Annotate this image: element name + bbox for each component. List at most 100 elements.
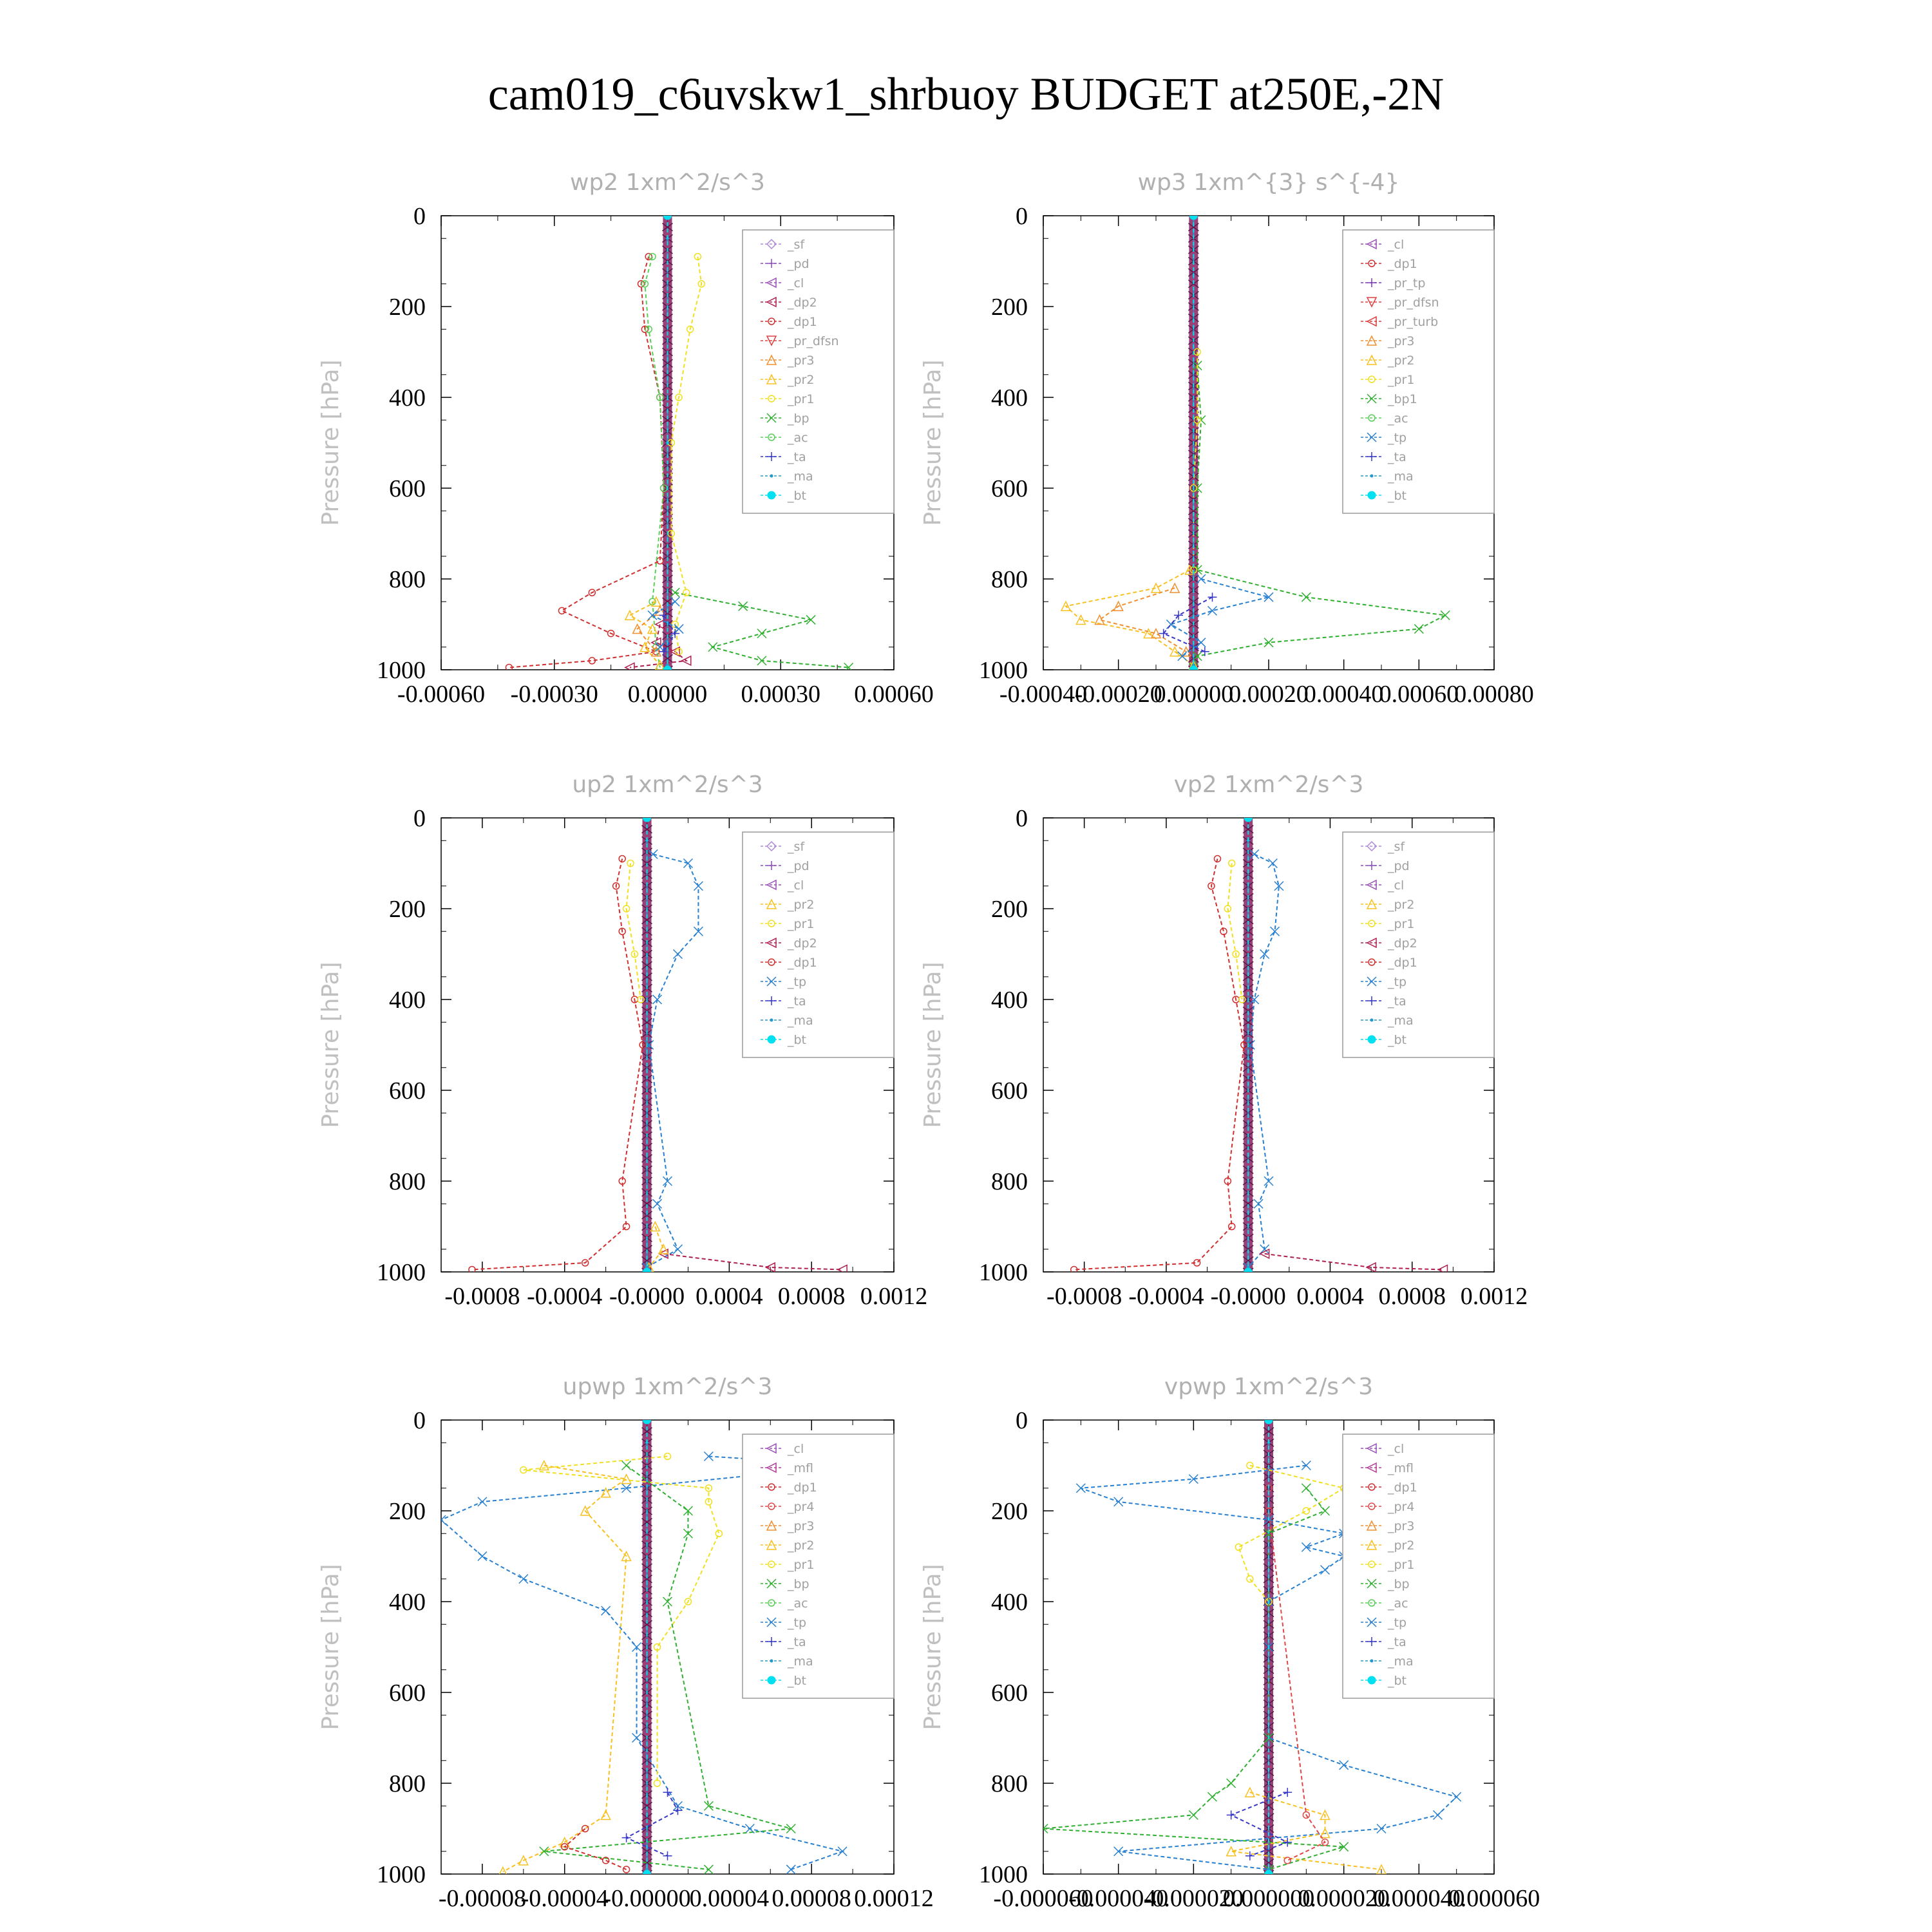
legend-label: _cl <box>787 878 804 893</box>
legend-marker <box>1367 432 1377 442</box>
y-tick-label: 600 <box>991 1680 1028 1707</box>
zero-band-marker <box>641 1199 652 1208</box>
data-point-pr1 <box>1232 950 1240 958</box>
zero-band-marker <box>641 1518 652 1527</box>
data-point-pr2 <box>1143 627 1154 639</box>
legend-label: _bp <box>787 1577 810 1591</box>
legend-label: _ta <box>787 994 806 1009</box>
y-tick-label: 200 <box>389 896 426 923</box>
legend-label: _pr1 <box>1387 917 1414 931</box>
chart-panel-1: wp2 1xm^2/s^3 Pressure [hPa] 0 200 400 600 800… <box>317 169 934 708</box>
data-point-dp1 <box>588 657 596 665</box>
legend-label: _tp <box>1387 975 1406 989</box>
y-tick-label: 800 <box>991 566 1028 593</box>
legend-marker <box>1366 1462 1377 1473</box>
data-point-ac <box>641 280 649 288</box>
legend-marker <box>768 920 775 927</box>
panels-group: wp2 1xm^2/s^3 Pressure [hPa] 0 200 400 600 800… <box>317 169 1540 1912</box>
legend-label: _pr2 <box>1387 1539 1414 1553</box>
x-tick-label: 0.00008 <box>772 1885 851 1912</box>
data-point-bt <box>643 1870 652 1874</box>
x-tick-label: -0.00060 <box>397 681 485 708</box>
data-point-tp <box>647 610 658 620</box>
data-point-tp <box>601 1605 611 1616</box>
zero-band-marker <box>662 223 673 232</box>
y-tick-label: 800 <box>389 566 426 593</box>
legend-label: _cl <box>787 1442 804 1456</box>
legend-label: _dp1 <box>787 1481 817 1495</box>
y-tick-label: 400 <box>389 1589 426 1616</box>
data-point-bp1 <box>1440 610 1450 620</box>
legend-label: _pd <box>1387 859 1410 873</box>
data-point-bp <box>662 1596 673 1607</box>
y-tick-label: 0 <box>413 203 426 230</box>
data-point-pr1 <box>683 589 690 596</box>
legend-marker <box>1368 1502 1376 1510</box>
data-point-tp <box>683 858 693 869</box>
data-point-tp <box>786 1864 796 1874</box>
zero-band-marker <box>641 1018 652 1027</box>
legend-label: _pr_turb <box>1387 315 1438 329</box>
x-tick-label: 0.00080 <box>1454 681 1534 708</box>
legend-marker <box>1367 1035 1376 1044</box>
zero-band-marker <box>1242 972 1254 981</box>
data-point-pr2 <box>639 641 650 652</box>
y-axis-label: Pressure [hPa] <box>920 961 946 1128</box>
series-line-bp <box>544 1464 791 1870</box>
y-tick-label: 1000 <box>377 657 426 684</box>
legend-marker <box>1370 1018 1374 1022</box>
series-line-ac <box>644 256 665 668</box>
y-tick-label: 200 <box>991 896 1028 923</box>
legend-marker <box>766 354 777 365</box>
legend-label: _sf <box>787 238 805 252</box>
x-tick-label: 0.00004 <box>690 1885 770 1912</box>
x-tick-label: -0.00000 <box>603 1885 690 1912</box>
legend-marker <box>1367 278 1376 287</box>
legend-label: _ta <box>787 1635 806 1649</box>
series-line-bp1 <box>1193 365 1448 668</box>
legend: _sf _pd _cl _pr2 _pr1 _dp2 _dp1 _tp _ta _ma _bt <box>1342 831 1495 1058</box>
data-point-pr2 <box>650 1220 661 1232</box>
legend-label: _ta <box>1387 1635 1406 1649</box>
y-tick-label: 400 <box>991 1589 1028 1616</box>
data-point-pr1 <box>1235 1543 1243 1551</box>
data-point-pr4 <box>1321 1838 1329 1846</box>
data-point-bt <box>643 818 652 822</box>
legend-marker <box>1368 958 1376 966</box>
x-tick-label: 0.000060 <box>1448 1885 1540 1912</box>
legend-marker <box>1366 316 1377 327</box>
y-tick-label: 600 <box>389 475 426 502</box>
series-group <box>505 216 854 670</box>
zero-band-marker <box>641 1801 652 1810</box>
legend-label: _dp2 <box>787 936 817 951</box>
legend-label: _ma <box>1387 1014 1414 1028</box>
legend-marker <box>767 1676 776 1685</box>
series-line-pr3 <box>636 610 661 652</box>
data-point-bt <box>1189 216 1198 220</box>
legend: _cl _dp1 _pr_tp _pr_dfsn _pr_turb _pr3 _pr2 _pr… <box>1342 229 1495 514</box>
data-point-pr1 <box>653 1643 661 1651</box>
legend-label: _bp <box>1387 1577 1410 1591</box>
x-tick-label: 0.00060 <box>1379 681 1459 708</box>
data-point-tp <box>652 1198 663 1209</box>
legend-marker <box>768 1483 775 1491</box>
x-tick-label: 0.0012 <box>860 1283 928 1310</box>
data-point-pr3 <box>632 623 643 634</box>
legend-marker <box>1368 260 1376 267</box>
legend-label: _dp1 <box>787 315 817 329</box>
data-point-dp1 <box>1240 1041 1248 1049</box>
series-line-pr1 <box>670 256 703 652</box>
legend: _sf _pd _cl _pr2 _pr1 _dp2 _dp1 _tp _ta _ma _bt <box>742 831 895 1058</box>
data-point-pr2 <box>1226 1846 1236 1857</box>
series-line-pr1 <box>523 1455 720 1783</box>
legend-label: _ta <box>1387 994 1406 1009</box>
legend-marker <box>1368 1483 1376 1491</box>
data-point-bp <box>703 1864 714 1874</box>
legend-label: _sf <box>1387 840 1405 854</box>
series-line-bp <box>1043 1488 1344 1870</box>
zero-band-marker <box>641 1427 652 1436</box>
data-point-pr2 <box>518 1855 529 1866</box>
data-point-tp <box>655 642 665 652</box>
data-point-pr2 <box>654 659 665 670</box>
data-point-bp <box>708 642 718 652</box>
